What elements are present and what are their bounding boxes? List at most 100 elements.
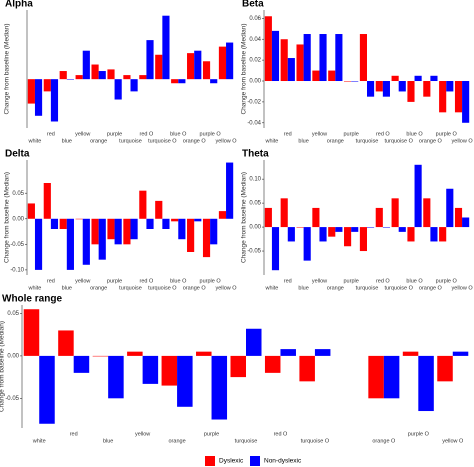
- bar: [462, 81, 470, 123]
- x-tick-label: turquoise O: [148, 285, 177, 291]
- bar: [423, 81, 431, 97]
- bar: [454, 81, 463, 113]
- bar: [107, 218, 115, 240]
- bar: [382, 227, 390, 228]
- bar: [423, 198, 431, 228]
- bar: [91, 218, 99, 245]
- x-tick-label: white: [32, 438, 46, 444]
- bar: [398, 81, 406, 92]
- bar: [382, 81, 390, 97]
- x-tick-label: purple O: [200, 278, 222, 284]
- bar: [178, 218, 186, 240]
- x-tick-label: red: [47, 131, 55, 137]
- bar: [391, 198, 399, 228]
- bar: [287, 58, 295, 82]
- x-tick-label: yellow O: [452, 138, 474, 144]
- x-tick-label: white: [265, 285, 279, 291]
- x-tick-label: purple: [204, 431, 219, 437]
- x-tick-label: turquoise: [119, 138, 142, 144]
- x-tick-label: purple: [107, 278, 122, 284]
- legend-swatch: [250, 456, 260, 466]
- x-tick-label: purple: [344, 278, 359, 284]
- y-tick-label: -0.04: [247, 120, 261, 126]
- x-tick-label: red O: [376, 131, 390, 137]
- x-tick-label: orange O: [183, 138, 207, 144]
- bar: [34, 79, 43, 116]
- bar: [59, 218, 67, 229]
- bar: [50, 79, 59, 122]
- bar: [196, 351, 212, 356]
- bar: [114, 218, 122, 245]
- bar: [226, 42, 234, 80]
- y-axis-label: Change from baseline (Median): [241, 23, 248, 114]
- bar: [130, 218, 138, 240]
- bar: [218, 211, 227, 219]
- bar: [391, 75, 399, 82]
- bar: [177, 355, 193, 407]
- x-tick-label: blue: [103, 438, 113, 444]
- bar: [446, 81, 454, 92]
- x-tick-label: purple O: [200, 131, 222, 137]
- bar: [161, 355, 178, 386]
- y-tick-label: -0.05: [10, 242, 24, 248]
- x-tick-label: yellow: [312, 131, 327, 137]
- bar: [171, 218, 179, 222]
- legend-swatch: [205, 456, 215, 466]
- bar: [123, 218, 131, 245]
- bar: [210, 218, 218, 245]
- bar: [264, 207, 272, 228]
- x-tick-label: blue: [298, 138, 308, 144]
- x-tick-label: orange: [90, 138, 107, 144]
- bar: [368, 355, 384, 399]
- x-tick-label: blue O: [406, 131, 423, 137]
- x-tick-label: orange: [169, 438, 186, 444]
- x-tick-label: blue: [298, 285, 308, 291]
- x-tick-label: white: [28, 285, 42, 291]
- bar: [359, 34, 367, 82]
- panel-title: Alpha: [5, 0, 33, 10]
- bar: [359, 227, 367, 252]
- y-tick-label: -0.05: [5, 396, 19, 402]
- x-tick-label: blue O: [170, 131, 187, 137]
- y-axis-label: Change from baseline (Median): [4, 172, 11, 263]
- x-tick-label: purple: [107, 131, 122, 137]
- bar: [23, 309, 40, 356]
- bar: [202, 218, 211, 258]
- x-tick-label: orange: [327, 138, 344, 144]
- bar: [299, 355, 315, 382]
- x-tick-label: purple O: [436, 278, 458, 284]
- x-tick-label: red O: [140, 278, 154, 284]
- bar: [50, 218, 59, 229]
- bar: [59, 71, 67, 80]
- bar: [375, 207, 383, 228]
- bar: [430, 227, 438, 242]
- x-tick-label: turquoise: [356, 285, 379, 291]
- x-tick-label: red: [70, 431, 78, 437]
- bar: [155, 54, 163, 80]
- bar: [114, 79, 122, 100]
- bar: [75, 75, 83, 80]
- bar: [454, 207, 463, 228]
- bar: [303, 34, 311, 82]
- x-tick-label: turquoise: [235, 438, 258, 444]
- y-tick-label: 0.00: [249, 79, 261, 85]
- x-tick-label: purple O: [436, 131, 458, 137]
- legend-label: Dyslexic: [219, 458, 244, 465]
- bar: [452, 351, 469, 356]
- bar: [218, 46, 227, 80]
- x-tick-label: yellow O: [452, 285, 474, 291]
- x-tick-label: turquoise O: [384, 285, 413, 291]
- x-tick-label: blue: [62, 138, 72, 144]
- bar: [98, 218, 106, 260]
- x-tick-label: purple O: [408, 431, 430, 437]
- bar: [146, 218, 154, 229]
- bar: [27, 79, 35, 104]
- bar: [367, 81, 375, 97]
- bar: [344, 81, 352, 82]
- y-tick-label: -0.05: [247, 249, 261, 255]
- x-tick-label: white: [265, 138, 279, 144]
- bar: [437, 355, 453, 382]
- bar: [439, 227, 447, 242]
- y-axis-label: Change from baseline (Median): [241, 172, 248, 263]
- bar: [287, 227, 295, 242]
